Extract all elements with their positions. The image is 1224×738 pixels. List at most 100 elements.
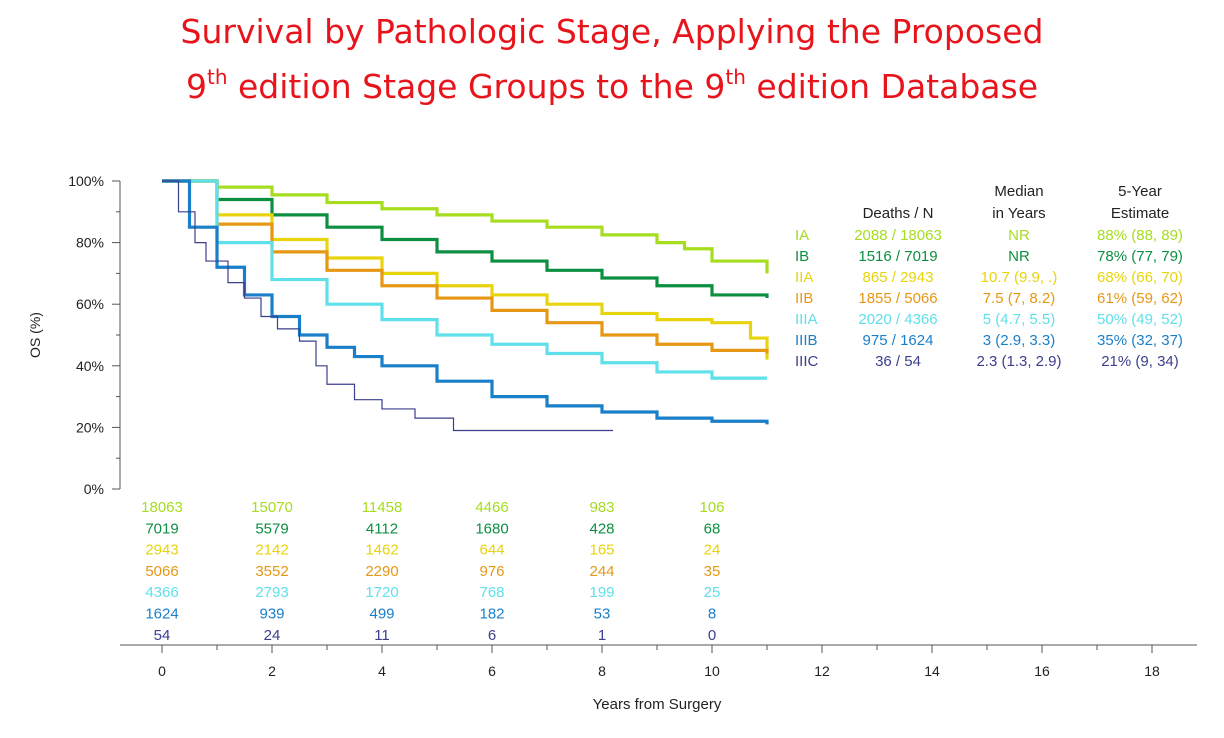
at-risk-value: 1462 xyxy=(365,542,398,559)
five-year-value: 61% (59, 62) xyxy=(1097,290,1183,307)
at-risk-value: 1 xyxy=(598,627,606,644)
at-risk-value: 11458 xyxy=(362,499,403,516)
at-risk-value: 53 xyxy=(594,606,611,623)
x-tick-label: 12 xyxy=(814,663,830,679)
at-risk-value: 4112 xyxy=(366,520,398,537)
at-risk-value: 0 xyxy=(708,627,716,644)
at-risk-value: 939 xyxy=(259,606,284,623)
header-5yr-line1: 5-Year xyxy=(1118,183,1162,200)
at-risk-value: 8 xyxy=(708,606,716,623)
at-risk-value: 1624 xyxy=(145,606,178,623)
at-risk-value: 24 xyxy=(704,542,721,559)
at-risk-value: 983 xyxy=(589,499,614,516)
deaths-n-value: 36 / 54 xyxy=(875,353,921,370)
at-risk-value: 2793 xyxy=(255,584,288,601)
stage-label: IA xyxy=(795,227,809,244)
at-risk-value: 499 xyxy=(369,606,394,623)
x-tick-label: 8 xyxy=(598,663,606,679)
at-risk-value: 165 xyxy=(589,542,614,559)
deaths-n-value: 1855 / 5066 xyxy=(858,290,937,307)
stage-label: IIIB xyxy=(795,332,818,349)
median-value: NR xyxy=(1008,227,1030,244)
x-tick-label: 18 xyxy=(1144,663,1160,679)
at-risk-value: 2290 xyxy=(365,563,398,580)
x-tick-label: 4 xyxy=(378,663,386,679)
at-risk-value: 4366 xyxy=(145,584,178,601)
at-risk-value: 3552 xyxy=(255,563,288,580)
survival-curve-ib xyxy=(162,179,769,299)
x-tick-label: 2 xyxy=(268,663,276,679)
stage-label: IIIA xyxy=(795,311,818,328)
at-risk-value: 25 xyxy=(704,584,721,601)
chart-title-line2: 9th edition Stage Groups to the 9th edit… xyxy=(185,65,1038,106)
y-axis-label: OS (%) xyxy=(27,312,43,358)
at-risk-value: 106 xyxy=(699,499,724,516)
deaths-n-value: 2020 / 4366 xyxy=(858,311,937,328)
at-risk-value: 428 xyxy=(589,520,614,537)
survival-curve-iib xyxy=(162,179,769,354)
survival-curve-iia xyxy=(162,179,769,360)
at-risk-value: 2943 xyxy=(145,542,178,559)
at-risk-value: 5579 xyxy=(255,520,288,537)
x-tick-label: 0 xyxy=(158,663,166,679)
survival-curve-iiia xyxy=(162,179,767,380)
at-risk-value: 7019 xyxy=(145,520,178,537)
header-median-line1: Median xyxy=(994,183,1043,200)
x-tick-label: 14 xyxy=(924,663,940,679)
median-value: NR xyxy=(1008,248,1030,265)
deaths-n-value: 2088 / 18063 xyxy=(854,227,942,244)
five-year-value: 78% (77, 79) xyxy=(1097,248,1183,265)
at-risk-value: 6 xyxy=(488,627,496,644)
median-value: 3 (2.9, 3.3) xyxy=(983,332,1056,349)
y-tick-label: 60% xyxy=(76,296,104,312)
at-risk-value: 644 xyxy=(479,542,504,559)
at-risk-value: 11 xyxy=(374,627,390,644)
at-risk-value: 68 xyxy=(704,520,721,537)
at-risk-value: 1720 xyxy=(365,584,398,601)
y-tick-label: 20% xyxy=(76,419,104,435)
at-risk-value: 35 xyxy=(704,563,721,580)
survival-curves xyxy=(162,179,769,432)
deaths-n-value: 865 / 2943 xyxy=(863,269,934,286)
at-risk-value: 976 xyxy=(479,563,504,580)
y-tick-label: 40% xyxy=(76,358,104,374)
deaths-n-value: 1516 / 7019 xyxy=(858,248,937,265)
survival-curve-iiic xyxy=(162,180,613,432)
at-risk-value: 199 xyxy=(589,584,614,601)
header-5yr-line2: Estimate xyxy=(1111,205,1169,222)
at-risk-value: 768 xyxy=(479,584,504,601)
header-deaths-n: Deaths / N xyxy=(863,205,934,222)
at-risk-value: 182 xyxy=(479,606,504,623)
survival-curve-iiib xyxy=(162,179,769,425)
median-value: 2.3 (1.3, 2.9) xyxy=(976,353,1061,370)
at-risk-value: 244 xyxy=(589,563,614,580)
y-tick-label: 0% xyxy=(84,481,104,497)
at-risk-value: 1680 xyxy=(475,520,508,537)
deaths-n-value: 975 / 1624 xyxy=(863,332,934,349)
five-year-value: 21% (9, 34) xyxy=(1101,353,1179,370)
five-year-value: 88% (88, 89) xyxy=(1097,227,1183,244)
at-risk-value: 5066 xyxy=(145,563,178,580)
five-year-value: 35% (32, 37) xyxy=(1097,332,1183,349)
survival-curve-ia xyxy=(162,179,769,274)
at-risk-value: 2142 xyxy=(255,542,288,559)
chart-title-line1: Survival by Pathologic Stage, Applying t… xyxy=(180,12,1044,51)
chart-axes: 0%20%40%60%80%100%OS (%)0 2 4 6 8 10 12 14 16 18Y… xyxy=(27,173,1197,713)
median-value: 7.5 (7, 8.2) xyxy=(983,290,1056,307)
five-year-value: 50% (49, 52) xyxy=(1097,311,1183,328)
stage-label: IIIC xyxy=(795,353,819,370)
at-risk-value: 4466 xyxy=(475,499,508,516)
x-tick-label: 10 xyxy=(704,663,720,679)
header-median-line2: in Years xyxy=(992,205,1045,222)
y-tick-label: 80% xyxy=(76,235,104,251)
x-axis-label: Years from Surgery xyxy=(593,696,722,713)
stage-label: IIA xyxy=(795,269,813,286)
stage-label: IIB xyxy=(795,290,813,307)
median-value: 10.7 (9.9, .) xyxy=(981,269,1058,286)
summary-table: Deaths / N Median in Years 5-Year Estimate IA… xyxy=(795,183,1183,370)
stage-label: IB xyxy=(795,248,809,265)
at-risk-value: 18063 xyxy=(141,499,183,516)
x-tick-label: 6 xyxy=(488,663,496,679)
